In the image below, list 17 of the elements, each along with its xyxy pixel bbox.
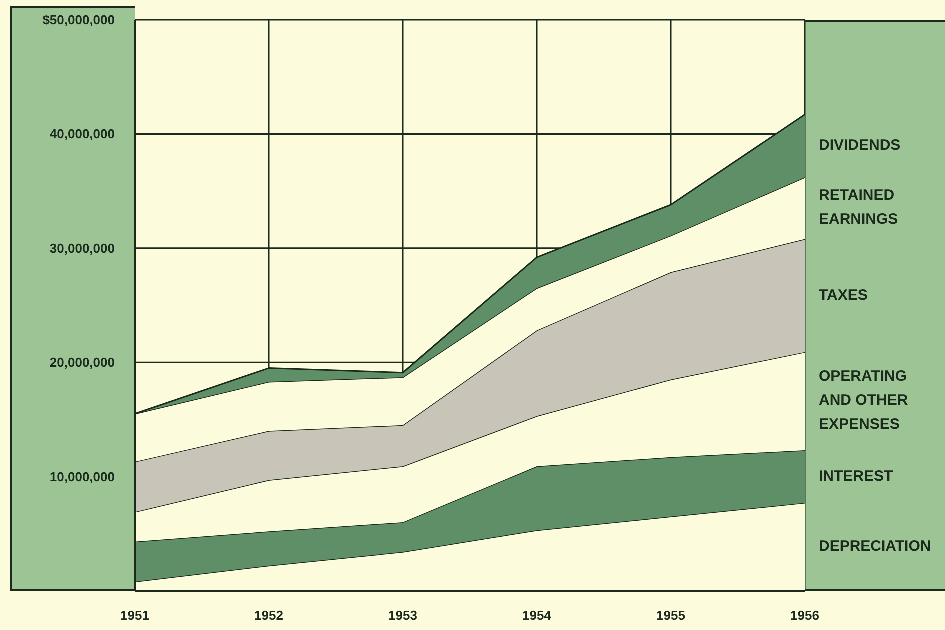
x-tick-label: 1954 <box>522 608 552 624</box>
x-tick-label: 1956 <box>790 608 820 624</box>
series-label: DIVIDENDS <box>819 136 901 156</box>
y-tick-label: $50,000,000 <box>42 12 115 28</box>
series-label: TAXES <box>819 286 868 306</box>
series-label: DEPRECIATION <box>819 537 932 558</box>
x-tick-label: 1951 <box>120 608 150 624</box>
x-tick-label: 1955 <box>656 608 686 624</box>
y-tick-label: 40,000,000 <box>50 126 115 142</box>
y-tick-label: 20,000,000 <box>50 355 115 370</box>
series-label: OPERATING AND OTHER EXPENSES <box>819 367 910 436</box>
y-tick-label: 30,000,000 <box>50 240 115 256</box>
series-label: INTEREST <box>819 466 894 487</box>
x-tick-label: 1953 <box>388 608 418 624</box>
y-tick-label: 10,000,000 <box>50 469 115 484</box>
series-label: RETAINED EARNINGS <box>819 186 900 230</box>
x-tick-label: 1952 <box>254 608 284 624</box>
